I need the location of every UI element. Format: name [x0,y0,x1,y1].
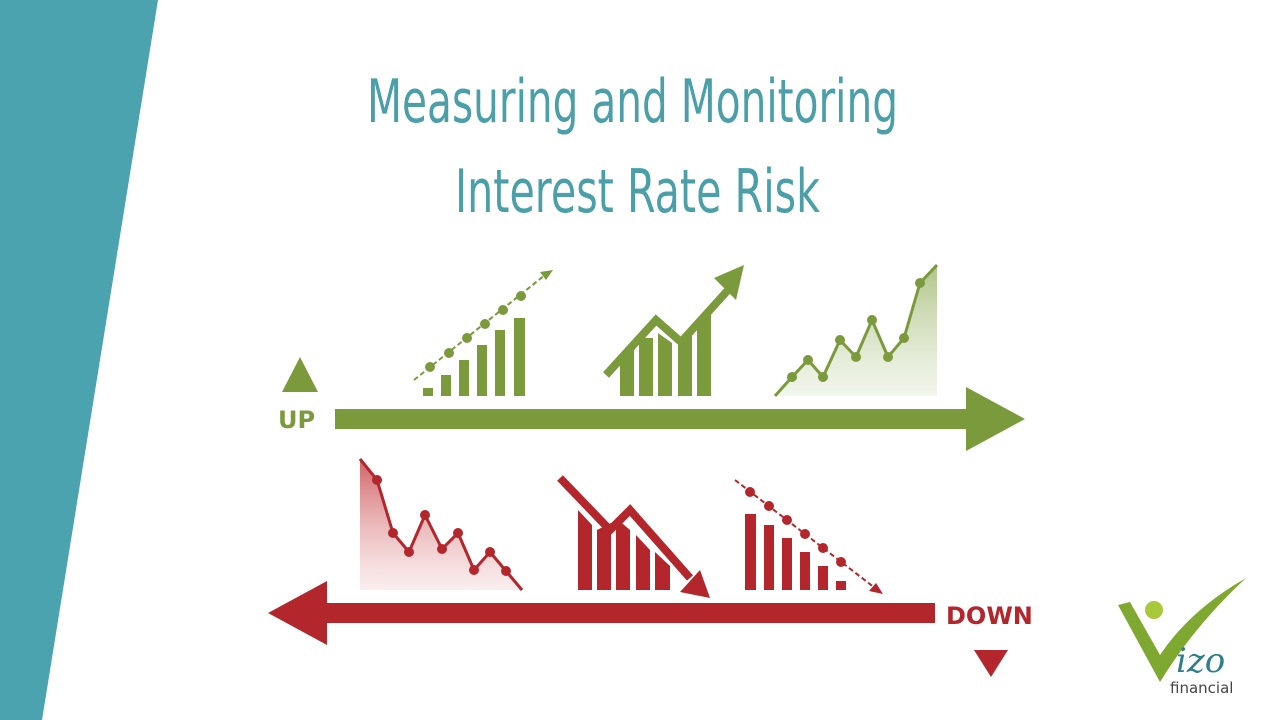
dot [498,305,508,315]
up-arrow-head [966,387,1025,451]
down-triangle [974,650,1008,677]
title-line: Measuring and Monitoring [367,67,898,137]
bar [697,306,711,396]
dot [480,319,490,329]
bar [597,523,611,590]
bar [636,535,650,590]
dot [501,566,511,576]
logo: izo financial [1118,578,1246,697]
icon-area-up [773,263,939,398]
bar [423,388,433,396]
arrow-head [680,570,710,598]
icon-area-down [358,458,524,591]
up-label: UP [278,406,315,434]
dot [420,510,430,520]
bar [477,345,487,396]
down-arrow-head [268,581,327,645]
arrow-head [714,265,744,300]
trend-head [540,270,553,280]
dot [372,475,382,485]
trend-head [869,583,883,594]
dot [787,372,797,382]
dot [516,291,526,301]
up-triangle [282,357,318,392]
dots [787,278,925,382]
dot [818,543,828,553]
bar [836,581,846,590]
bar [678,332,692,396]
bar [639,338,653,396]
dot [437,544,447,554]
dot [425,362,435,372]
dot [745,487,755,497]
dot [835,335,845,345]
dot [469,565,479,575]
logo-name: izo [1176,641,1225,681]
bar [764,525,774,590]
area [775,265,937,396]
bar [441,375,451,396]
down-label: DOWN [946,602,1033,630]
bar [782,538,792,590]
logo-tagline: financial [1170,679,1233,697]
bar [616,518,630,590]
bar [800,552,810,590]
dot [485,547,495,557]
icon-bars-up [413,270,553,396]
down-arrow-shaft [320,603,935,623]
bar [514,318,525,396]
dot [899,333,909,343]
icon-arrow-down [557,475,710,598]
dot [782,515,792,525]
dots [372,475,511,576]
dot [851,352,861,362]
title-line: Interest Rate Risk [455,157,820,227]
dot [818,372,828,382]
area [360,459,522,590]
dot [444,348,454,358]
logo-dot [1145,601,1163,619]
icon-bars-down [734,479,883,594]
up-arrow-shaft [335,409,975,429]
dot [836,557,846,567]
dot [883,352,893,362]
dot [800,529,810,539]
dot [803,355,813,365]
dot [453,528,463,538]
bar [459,360,469,396]
bar [495,330,505,396]
icon-arrow-up [603,265,744,396]
dot [915,278,925,288]
zigzag [557,475,693,581]
bar [658,333,672,396]
zigzag [603,287,731,378]
bar [578,510,592,590]
bar [745,514,756,590]
dot [404,547,414,557]
side-band [0,0,158,720]
dot [867,315,877,325]
bar [818,566,828,590]
bar [655,552,670,590]
dot [764,501,774,511]
dot [462,333,472,343]
logo-check [1118,578,1246,682]
dot [388,528,398,538]
